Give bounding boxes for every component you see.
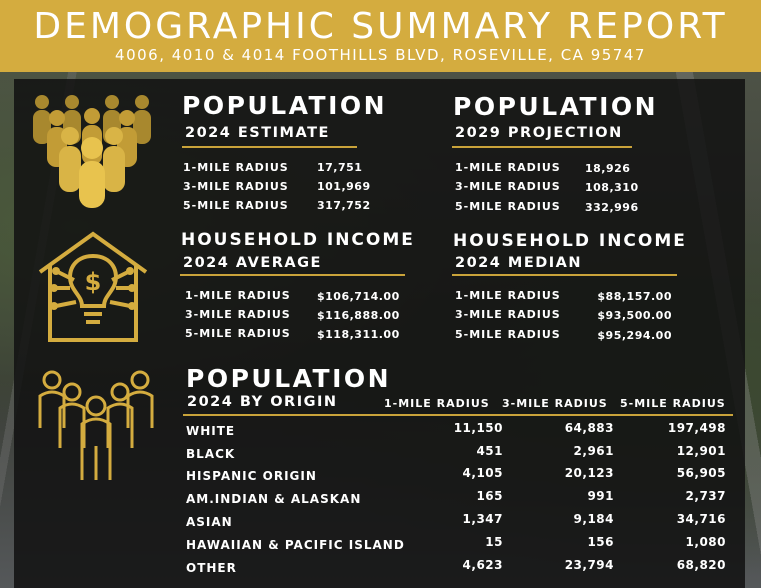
pop2024-divider — [182, 146, 357, 148]
group-people-icon — [38, 370, 154, 480]
pop2024-subtitle: 2024 ESTIMATE — [185, 125, 330, 141]
origin-cell: 20,123 — [564, 466, 614, 480]
pop2029-label-3: 5-MILE RADIUS — [455, 200, 561, 213]
hh-avg-value-1: $106,714.00 — [317, 290, 400, 303]
hh-avg-value-3: $118,311.00 — [317, 328, 400, 341]
origin-col-header-1: 1-MILE RADIUS — [384, 397, 490, 410]
pop2024-label-3: 5-MILE RADIUS — [183, 199, 289, 212]
pop2029-value-1: 18,926 — [585, 162, 631, 175]
origin-row-label: WHITE — [186, 424, 236, 438]
house-lightbulb-dollar-icon: $ — [38, 231, 148, 342]
origin-cell: 11,150 — [453, 421, 503, 435]
origin-row-label: HISPANIC ORIGIN — [186, 469, 317, 483]
origin-cell: 68,820 — [676, 558, 726, 572]
hh-med-subtitle: 2024 MEDIAN — [455, 255, 583, 271]
origin-cell: 4,105 — [462, 466, 503, 480]
pop2029-label-1: 1-MILE RADIUS — [455, 161, 561, 174]
pop2024-value-2: 101,969 — [317, 180, 371, 193]
pop2029-value-3: 332,996 — [585, 201, 639, 214]
hh-med-label-1: 1-MILE RADIUS — [455, 289, 561, 302]
report-header: DEMOGRAPHIC SUMMARY REPORT 4006, 4010 & … — [0, 0, 761, 72]
origin-subtitle: 2024 BY ORIGIN — [187, 394, 338, 410]
pop2024-value-3: 317,752 — [317, 199, 371, 212]
origin-row-label: OTHER — [186, 561, 237, 575]
origin-cell: 12,901 — [676, 444, 726, 458]
origin-cell: 15 — [485, 535, 503, 549]
hh-avg-value-2: $116,888.00 — [317, 309, 400, 322]
pop2029-value-2: 108,310 — [585, 181, 639, 194]
hh-avg-subtitle: 2024 AVERAGE — [183, 255, 322, 271]
hh-avg-label-3: 5-MILE RADIUS — [185, 327, 291, 340]
pop2024-value-1: 17,751 — [317, 161, 363, 174]
svg-text:$: $ — [85, 268, 102, 296]
pop2029-subtitle: 2029 PROJECTION — [455, 125, 623, 141]
hh-med-title: HOUSEHOLD INCOME — [453, 231, 687, 251]
origin-cell: 197,498 — [667, 421, 726, 435]
origin-cell: 64,883 — [564, 421, 614, 435]
origin-col-header-2: 3-MILE RADIUS — [502, 397, 608, 410]
origin-row-label: AM.INDIAN & ALASKAN — [186, 492, 362, 506]
hh-avg-title: HOUSEHOLD INCOME — [181, 230, 415, 250]
pop2024-label-1: 1-MILE RADIUS — [183, 161, 289, 174]
origin-cell: 165 — [476, 489, 503, 503]
hh-med-value-1: $88,157.00 — [597, 290, 672, 303]
origin-cell: 1,347 — [462, 512, 503, 526]
hh-med-divider — [452, 274, 677, 276]
origin-cell: 34,716 — [676, 512, 726, 526]
origin-col-header-3: 5-MILE RADIUS — [620, 397, 726, 410]
origin-cell: 991 — [587, 489, 614, 503]
origin-row-label: BLACK — [186, 447, 236, 461]
origin-cell: 2,961 — [573, 444, 614, 458]
origin-cell: 1,080 — [685, 535, 726, 549]
origin-cell: 156 — [587, 535, 614, 549]
pop2029-divider — [452, 146, 632, 148]
origin-cell: 56,905 — [676, 466, 726, 480]
pop2024-title: POPULATION — [182, 91, 388, 120]
hh-avg-divider — [180, 274, 405, 276]
hh-med-label-3: 5-MILE RADIUS — [455, 328, 561, 341]
crowd-icon — [33, 95, 151, 208]
report-title: DEMOGRAPHIC SUMMARY REPORT — [33, 6, 728, 47]
hh-avg-label-2: 3-MILE RADIUS — [185, 308, 291, 321]
hh-med-label-2: 3-MILE RADIUS — [455, 308, 561, 321]
origin-cell: 23,794 — [564, 558, 614, 572]
origin-cell: 9,184 — [573, 512, 614, 526]
property-address: 4006, 4010 & 4014 FOOTHILLS BLVD, ROSEVI… — [115, 46, 646, 64]
pop2029-title: POPULATION — [453, 92, 659, 121]
hh-med-value-3: $95,294.00 — [597, 329, 672, 342]
hh-avg-label-1: 1-MILE RADIUS — [185, 289, 291, 302]
pop2029-label-2: 3-MILE RADIUS — [455, 180, 561, 193]
origin-divider — [183, 414, 733, 416]
origin-row-label: ASIAN — [186, 515, 233, 529]
origin-cell: 2,737 — [685, 489, 726, 503]
origin-cell: 451 — [476, 444, 503, 458]
pop2024-label-2: 3-MILE RADIUS — [183, 180, 289, 193]
origin-title: POPULATION — [186, 364, 392, 393]
origin-row-label: HAWAIIAN & PACIFIC ISLAND — [186, 538, 405, 552]
origin-cell: 4,623 — [462, 558, 503, 572]
hh-med-value-2: $93,500.00 — [597, 309, 672, 322]
